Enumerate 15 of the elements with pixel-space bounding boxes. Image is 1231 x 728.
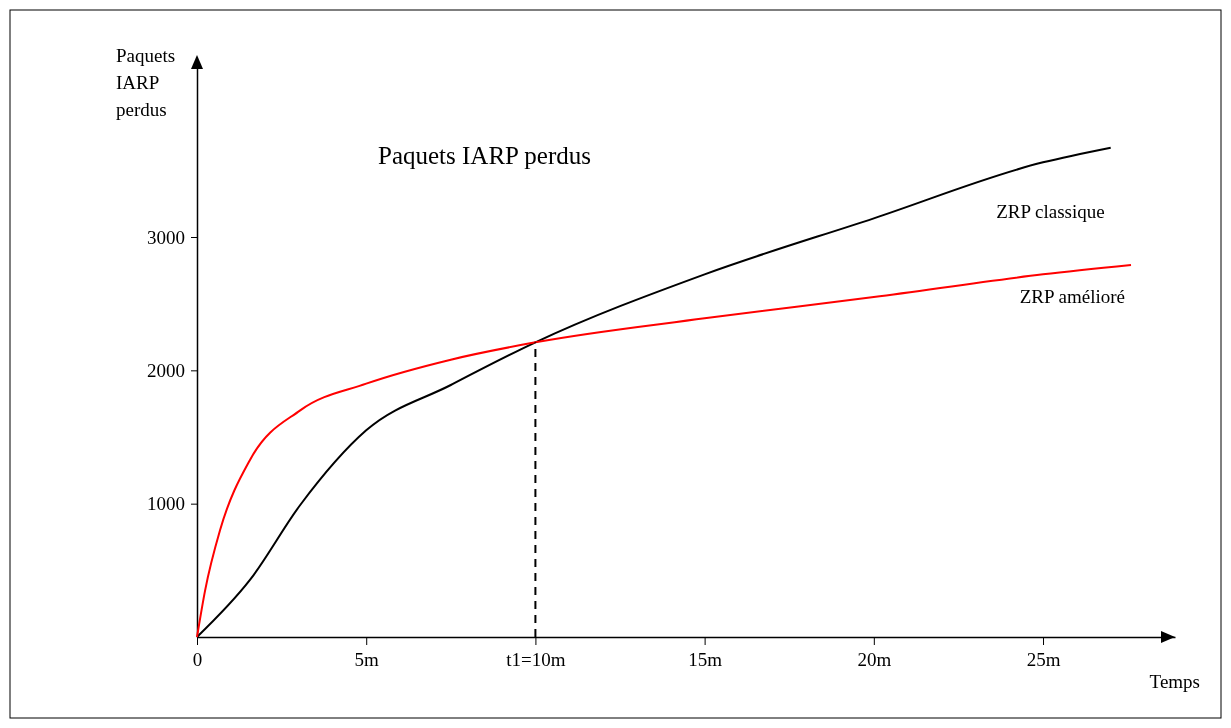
text: Paquets IARP perdus	[378, 142, 591, 169]
series-label: ZRP amélioré	[1019, 286, 1126, 307]
x-tick-label: 5m	[354, 649, 380, 671]
x-tick-label: 20m	[857, 649, 892, 671]
x-tick-label: 15m	[688, 649, 723, 671]
line-series	[196, 264, 1133, 638]
series-label: ZRP classique	[996, 200, 1105, 222]
x-axis-title: Temps	[1149, 671, 1200, 692]
y-tick-label: 3000	[147, 226, 185, 248]
x-tick-label: 0	[192, 649, 203, 671]
y-tick-label: 2000	[147, 359, 185, 381]
x-tick-label: 25m	[1026, 649, 1061, 671]
x-tick-label: t1=10m	[506, 649, 566, 671]
y-tick-label: 1000	[147, 493, 185, 515]
y-axis-title: Paquets IARP perdus	[116, 45, 176, 120]
